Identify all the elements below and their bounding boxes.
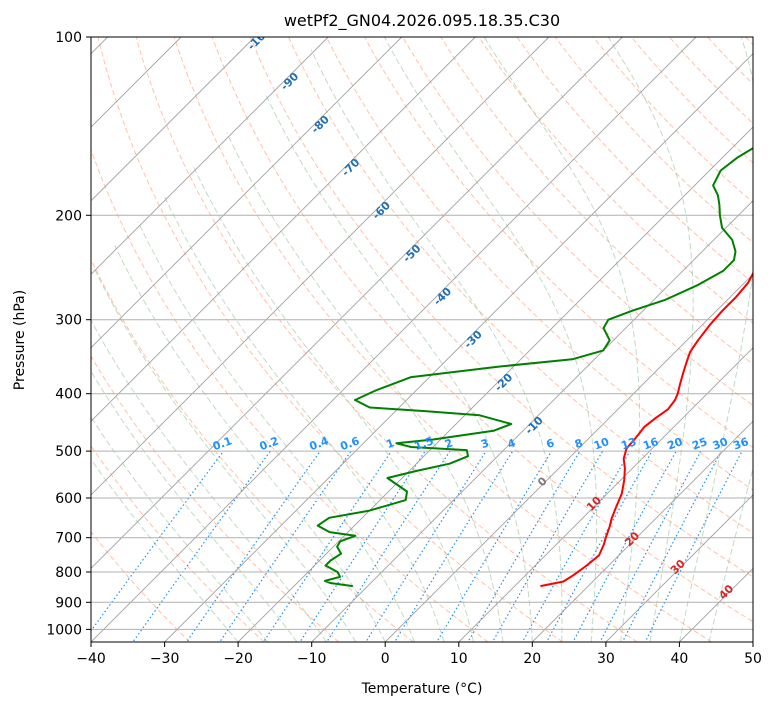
mixing-ratio-label: 2 <box>443 436 455 451</box>
moist-adiabat <box>163 195 445 642</box>
moist-adiabat <box>114 245 386 642</box>
moist-adiabat <box>91 319 327 642</box>
mixing-ratio-label: 36 <box>731 435 750 453</box>
isotherm <box>458 347 753 642</box>
mixing-ratio-label: 13 <box>619 435 638 452</box>
x-axis-title: Temperature (°C) <box>361 681 483 697</box>
dry-adiabat <box>249 37 753 578</box>
moist-adiabat <box>483 37 641 642</box>
plot-frame <box>90 36 754 643</box>
dry-adiabat <box>287 37 753 534</box>
isotherm <box>91 37 329 275</box>
moist-adiabat <box>607 37 694 642</box>
mixing-ratio-label: 6 <box>544 436 556 451</box>
mixing-ratio-label: 0.2 <box>258 434 281 453</box>
mixing-ratio-label: 1 <box>384 436 396 451</box>
y-axis-ticks: 100 200 300 400 500 600 700 800 900 1000 <box>46 30 91 638</box>
mixing-ratio-label: 16 <box>641 435 660 453</box>
isotherms <box>91 37 753 642</box>
y-axis-title: Pressure (hPa) <box>12 290 28 390</box>
y-tick-label: 700 <box>55 531 82 547</box>
isotherm <box>91 37 476 422</box>
mixing-ratio-label: 8 <box>573 436 585 451</box>
dry-adiabat <box>211 37 753 623</box>
dry-adiabat <box>402 37 753 407</box>
isotherm <box>237 126 753 642</box>
mixing-ratio-label: 3 <box>479 436 491 451</box>
x-tick-label: −30 <box>150 651 180 667</box>
isotherm <box>91 37 623 570</box>
dry-adiabat <box>91 258 414 642</box>
chart-title: wetPf2_GN04.2026.095.18.35.C30 <box>284 11 560 31</box>
dry-adiabat <box>173 37 713 642</box>
moist-adiabats <box>91 37 753 642</box>
x-axis-ticks: −40 −30 −20 −10 0 10 20 30 40 50 <box>76 642 762 667</box>
dry-adiabat <box>478 37 753 324</box>
x-tick-label: 30 <box>597 651 615 667</box>
isotherm <box>531 420 753 642</box>
moist-adiabat <box>384 37 598 642</box>
dry-adiabat <box>91 531 191 642</box>
y-tick-label: 400 <box>55 387 82 403</box>
plot-background <box>91 37 753 642</box>
dry-adiabats <box>91 37 753 642</box>
isotherm <box>91 37 550 496</box>
x-tick-label: 10 <box>450 651 468 667</box>
dry-adiabat <box>440 37 753 365</box>
dry-adiabat <box>91 148 489 642</box>
y-tick-label: 600 <box>55 491 82 507</box>
dry-adiabat <box>97 37 563 642</box>
y-tick-label: 100 <box>55 30 82 46</box>
temperature-line <box>540 271 753 588</box>
moist-adiabat <box>265 94 533 642</box>
y-tick-label: 800 <box>55 565 82 581</box>
x-tick-label: 20 <box>523 651 541 667</box>
y-tick-label: 200 <box>55 208 82 224</box>
dry-adiabat <box>592 37 753 204</box>
moist-adiabat <box>137 221 416 642</box>
mixing-ratio-label: 4 <box>506 436 518 451</box>
dry-adiabat <box>516 37 753 284</box>
dry-adiabat <box>135 37 638 642</box>
x-tick-label: 0 <box>381 651 390 667</box>
moist-adiabat <box>192 165 474 642</box>
dry-adiabat <box>91 355 340 642</box>
isotherm <box>164 52 753 642</box>
sounding-series <box>316 147 753 588</box>
mixing-ratio-label: 1.5 <box>413 434 436 453</box>
dry-adiabat <box>326 37 753 491</box>
dewpoint-line <box>316 147 753 588</box>
x-tick-label: 40 <box>670 651 688 667</box>
isotherm <box>91 37 697 642</box>
mixing-ratio-label: 30 <box>711 435 730 453</box>
moist-adiabat <box>310 49 563 642</box>
moist-adiabat <box>91 458 239 642</box>
mixing-ratio-label: 0.4 <box>308 434 331 453</box>
isotherm <box>311 200 753 642</box>
mixing-ratio-label: 20 <box>666 435 685 453</box>
mixing-ratio-labels: 0.1 0.2 0.4 0.6 1 1.5 2 3 4 6 8 10 13 16 20 25 30 36 <box>211 434 751 453</box>
y-tick-label: 300 <box>55 313 82 329</box>
isotherm <box>605 494 753 642</box>
y-tick-label: 900 <box>55 595 82 611</box>
mixing-ratio-label: 0.1 <box>211 434 234 453</box>
y-tick-label: 500 <box>55 444 82 460</box>
mixing-ratio-label: 10 <box>592 435 611 453</box>
y-tick-label: 1000 <box>46 622 82 638</box>
isotherm <box>752 641 753 642</box>
pressure-gridlines <box>91 37 753 630</box>
mixing-ratio-label: 25 <box>690 435 709 452</box>
mixing-ratio-label: 0.6 <box>338 434 361 453</box>
x-tick-label: −10 <box>297 651 327 667</box>
isotherm <box>384 273 753 642</box>
moist-adiabat <box>678 37 753 642</box>
moist-adiabat <box>93 267 357 642</box>
x-tick-label: −20 <box>223 651 253 667</box>
isotherm <box>91 37 256 202</box>
x-tick-label: −40 <box>76 651 106 667</box>
isotherm <box>91 37 403 349</box>
x-tick-label: 50 <box>744 651 762 667</box>
